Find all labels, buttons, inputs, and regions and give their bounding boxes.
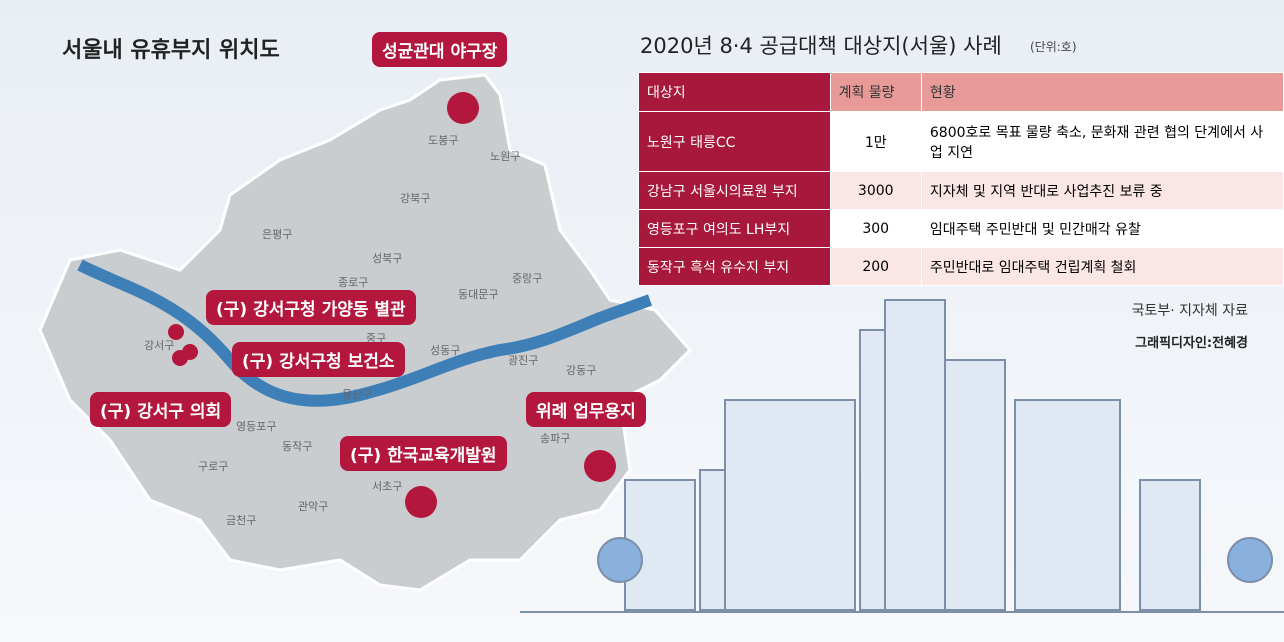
district-label: 중구 <box>366 332 387 345</box>
table-row: 영등포구 여의도 LH부지 300 임대주택 주민반대 및 민간매각 유찰 <box>638 209 1284 248</box>
district-label: 광진구 <box>508 354 539 367</box>
district-label: 구로구 <box>198 460 229 473</box>
credit: 그래픽디자인:전혜경 <box>1135 336 1248 351</box>
district-label: 강동구 <box>566 364 597 377</box>
district-label: 동대문구 <box>458 288 499 301</box>
callout: 위례 업무용지 <box>526 392 646 427</box>
table-cell: 200 <box>829 247 922 286</box>
table-row: 노원구 태릉CC 1만 6800호로 목표 물량 축소, 문화재 관련 협의 단계에… <box>638 111 1284 172</box>
district-label: 성동구 <box>430 344 461 357</box>
seoul-map <box>38 73 693 592</box>
district-label: 서초구 <box>372 480 403 493</box>
district-label: 용산구 <box>342 388 373 401</box>
callout: (구) 강서구청 가양동 별관 <box>206 290 416 325</box>
table-cell: 300 <box>829 209 922 248</box>
callout: (구) 강서구 의회 <box>90 392 232 427</box>
callout: 성균관대 야구장 <box>372 32 508 67</box>
header-cell: 계획 물량 <box>829 72 922 112</box>
header-row: 대상지 계획 물량 현황 <box>638 72 1284 112</box>
district-label: 금천구 <box>226 514 257 527</box>
callout: (구) 강서구청 보건소 <box>232 342 405 377</box>
source: 국토부· 지자체 자료 <box>1131 303 1248 319</box>
header-cell: 대상지 <box>638 72 831 112</box>
district-label: 동작구 <box>282 440 313 453</box>
buildings <box>520 299 1284 613</box>
table-cell: 6800호로 목표 물량 축소, 문화재 관련 협의 단계에서 사업 지연 <box>920 111 1284 172</box>
table-unit: (단위:호) <box>1030 40 1077 54</box>
table-title: 2020년 8·4 공급대책 대상지(서울) 사례 <box>640 34 1002 58</box>
table-cell: 1만 <box>829 111 922 172</box>
district-label: 영등포구 <box>236 420 277 433</box>
district-label: 강서구 <box>144 339 175 352</box>
table-cell: 강남구 서울시의료원 부지 <box>638 171 831 210</box>
district-label: 송파구 <box>540 432 571 445</box>
table-cell: 지자체 및 지역 반대로 사업추진 보류 중 <box>920 171 1284 210</box>
district-label: 도봉구 <box>428 134 459 147</box>
district-label: 강북구 <box>400 192 431 205</box>
table-cell: 3000 <box>829 171 922 210</box>
table-cell: 영등포구 여의도 LH부지 <box>638 209 831 248</box>
district-label: 중랑구 <box>512 272 543 285</box>
data-table: 대상지 계획 물량 현황 노원구 태릉CC 1만 6800호로 목표 물량 축소, 문화재… <box>638 72 1284 286</box>
table-cell: 임대주택 주민반대 및 민간매각 유찰 <box>920 209 1284 248</box>
district-label: 성북구 <box>372 252 403 265</box>
table-cell: 동작구 흑석 유수지 부지 <box>638 247 831 286</box>
callout: (구) 한국교육개발원 <box>340 436 507 471</box>
district-label: 은평구 <box>262 228 293 241</box>
district-label: 종로구 <box>338 276 369 289</box>
table-row: 동작구 흑석 유수지 부지 200 주민반대로 임대주택 건립계획 철회 <box>638 247 1284 286</box>
location-markers <box>168 92 616 518</box>
table-row: 강남구 서울시의료원 부지 3000 지자체 및 지역 반대로 사업추진 보류 중 <box>638 171 1284 210</box>
district-label: 관악구 <box>298 500 329 513</box>
map-title: 서울내 유휴부지 위치도 <box>62 38 280 63</box>
header-cell: 현황 <box>920 72 1284 112</box>
table-cell: 노원구 태릉CC <box>638 111 831 172</box>
han-river <box>77 259 653 407</box>
table-cell: 주민반대로 임대주택 건립계획 철회 <box>920 247 1284 286</box>
district-label: 노원구 <box>490 150 521 163</box>
